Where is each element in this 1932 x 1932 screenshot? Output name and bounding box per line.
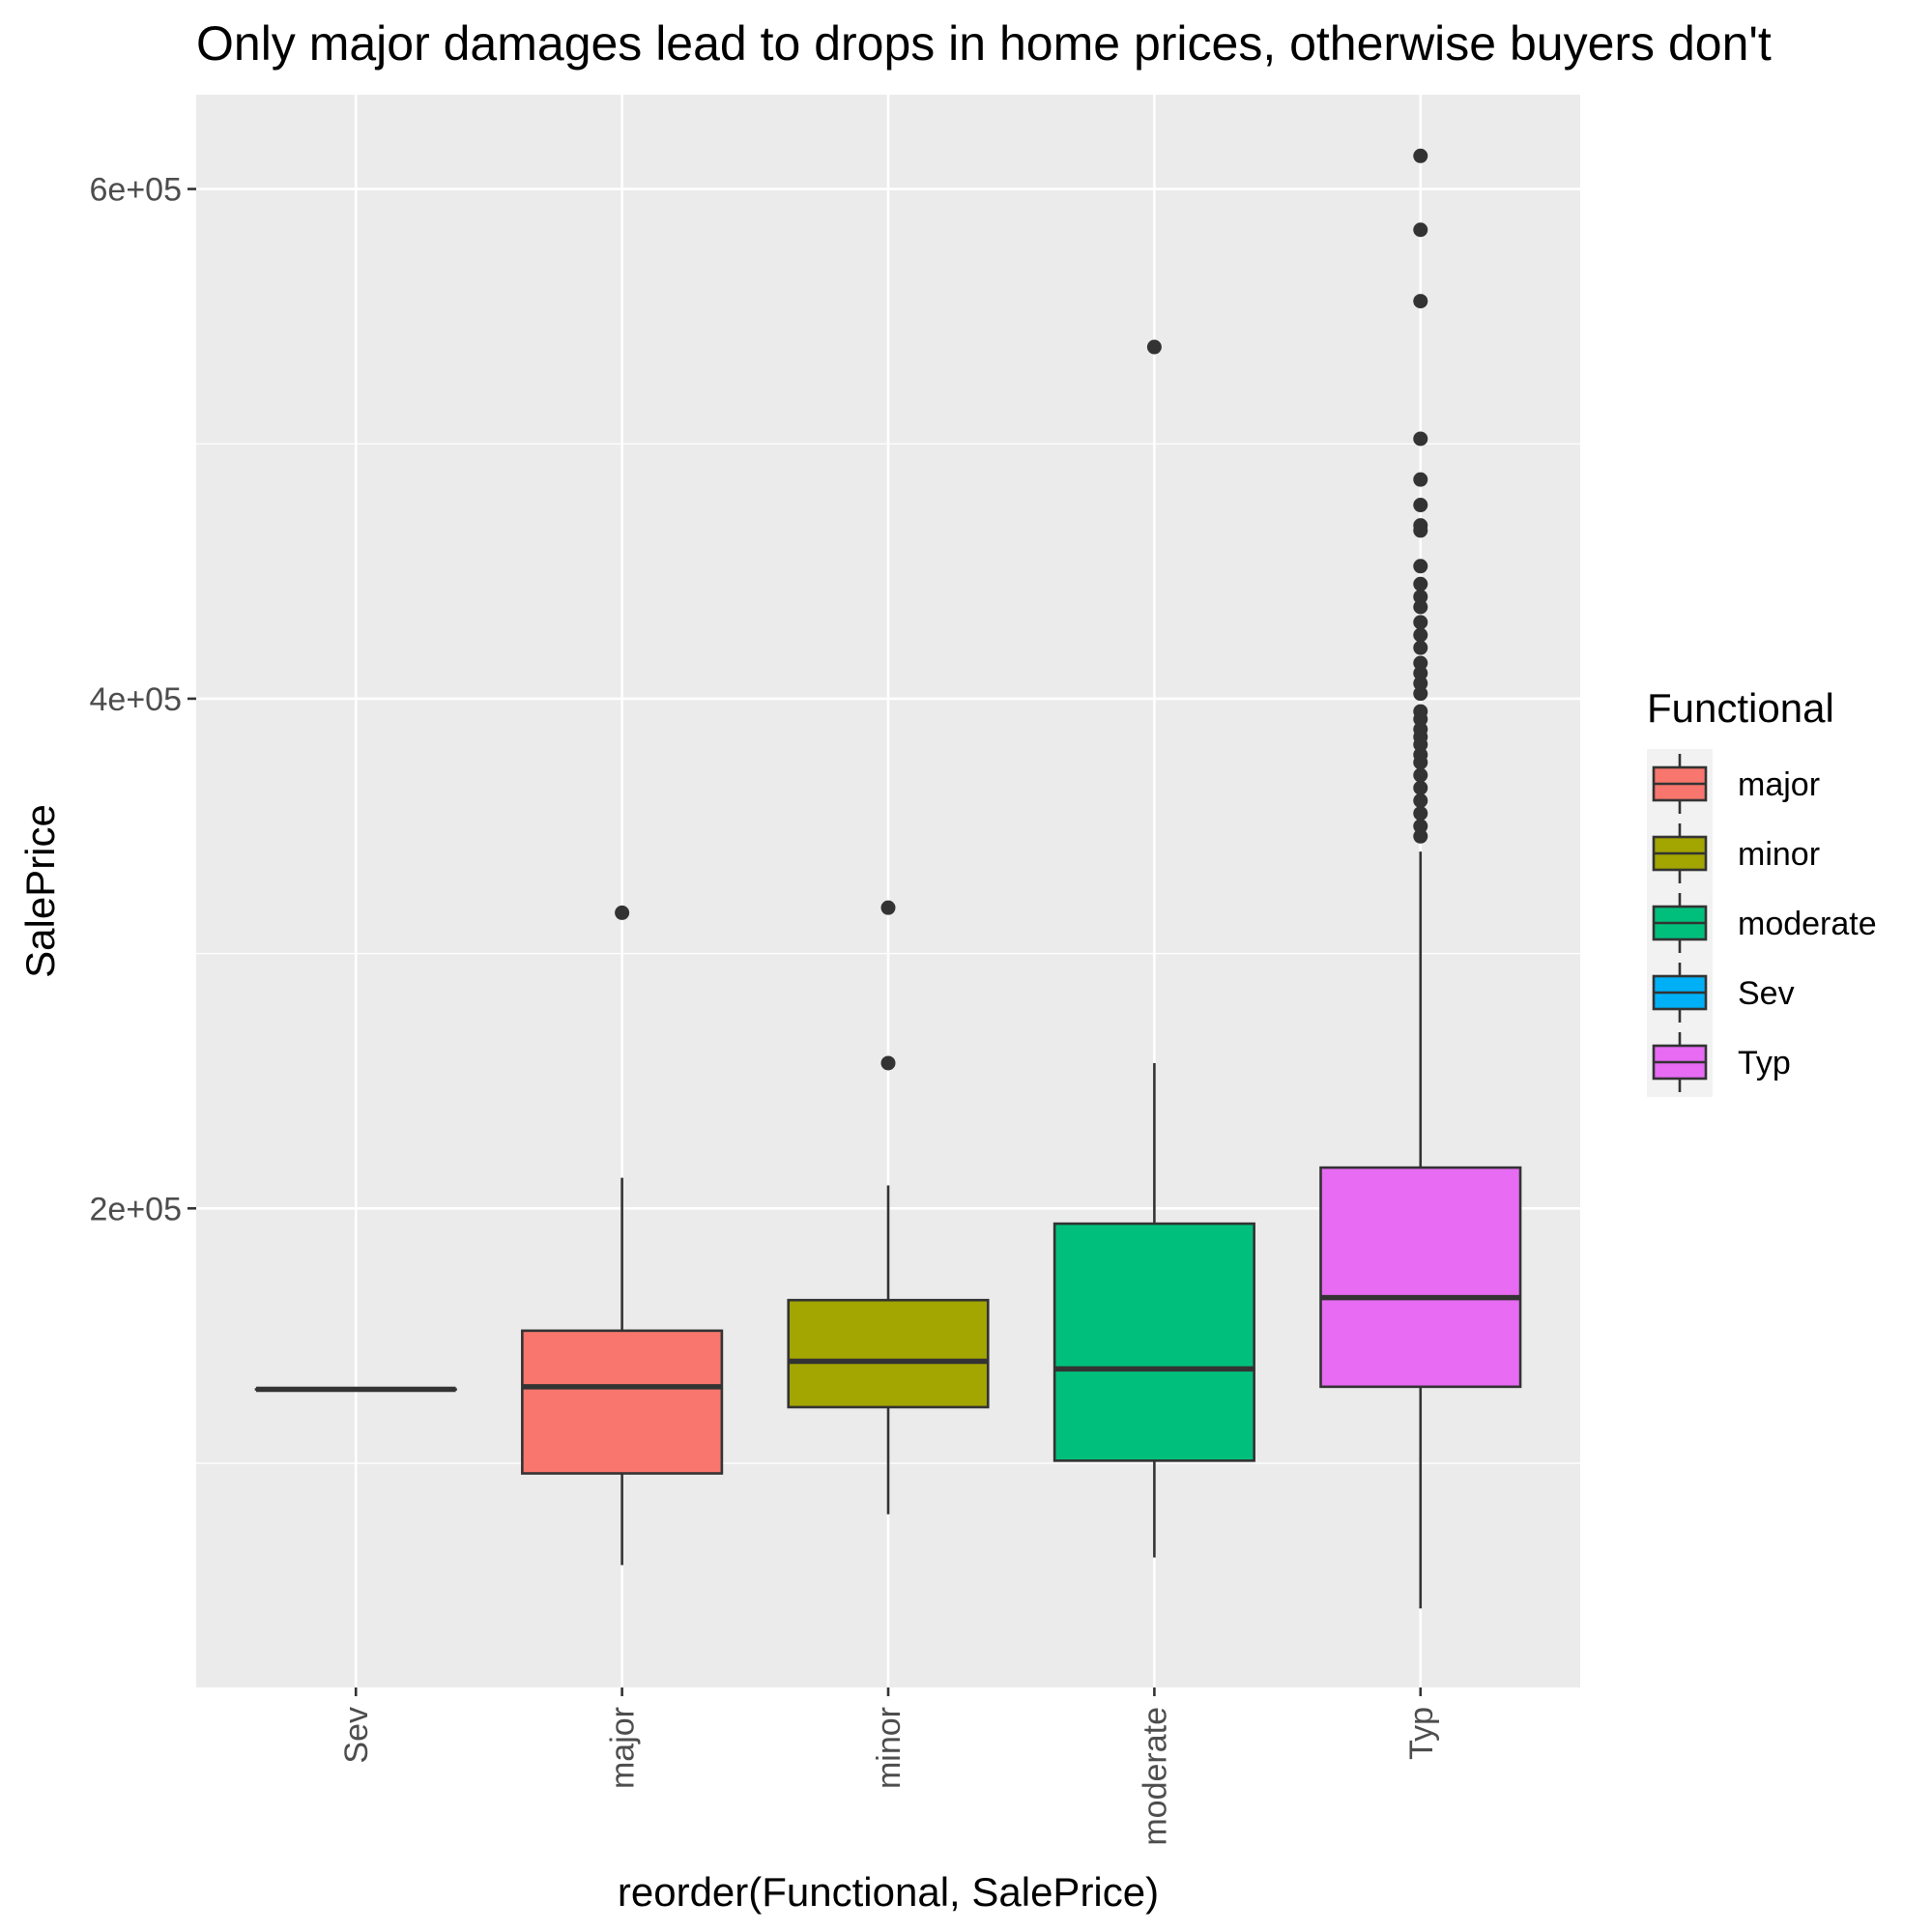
outlier-point [1413,472,1428,487]
outlier-point [1413,148,1428,163]
box-body [1319,1166,1522,1389]
box-minor [787,900,990,1514]
outlier-point [1413,704,1428,719]
box-body [787,1298,990,1409]
boxes-layer [254,148,1522,1609]
outlier-point [1413,686,1428,702]
outlier-point [1413,559,1428,574]
outlier-point [1413,589,1428,604]
outlier-point [1413,640,1428,655]
outlier-point [1413,722,1428,737]
outlier-point [1413,780,1428,795]
outlier-point [1413,828,1428,844]
outlier-point [880,1055,896,1071]
x-tick-label: Sev [338,1707,375,1764]
box-body [1053,1222,1255,1462]
x-tick-label: minor [871,1707,908,1789]
outlier-point [1413,431,1428,447]
outlier-point [1413,615,1428,630]
box-typ [1319,148,1522,1609]
outlier-point [880,900,896,915]
outlier-point [615,905,630,920]
outlier-point [1413,793,1428,808]
box-body [521,1329,724,1475]
x-tick-label: major [605,1707,642,1789]
legend-item-minor: minor [1652,823,1820,883]
box-major [521,905,724,1566]
x-tick-label: Typ [1403,1707,1440,1760]
outlier-point [1413,599,1428,615]
outlier-point [1413,819,1428,834]
outlier-point [1413,518,1428,533]
x-tick-label: moderate [1137,1707,1173,1846]
legend-label: major [1738,766,1820,803]
legend-label: minor [1738,836,1820,873]
box-moderate [1053,339,1255,1558]
outlier-point [1413,498,1428,513]
legend-label: Typ [1738,1045,1791,1081]
outlier-point [1413,655,1428,671]
outlier-point [1413,747,1428,763]
x-axis: Sev major minor moderate Typ [338,1687,1440,1846]
y-axis: 2e+05 4e+05 6e+05 [90,172,196,1227]
legend-item-typ: Typ [1652,1032,1791,1092]
outlier-point [1413,666,1428,681]
y-tick-label: 6e+05 [90,172,183,209]
y-tick-label: 2e+05 [90,1191,183,1227]
legend-label: moderate [1738,906,1877,942]
outlier-point [1413,767,1428,783]
legend-item-major: major [1652,754,1820,814]
chart-title: Only major damages lead to drops in home… [196,16,1772,71]
outlier-point [1413,576,1428,591]
legend-item-moderate: moderate [1652,893,1877,953]
outlier-point [1146,339,1162,355]
outlier-point [1413,627,1428,643]
y-axis-title: SalePrice [17,804,63,978]
y-tick-label: 4e+05 [90,681,183,718]
legend-item-sev: Sev [1652,963,1795,1023]
x-axis-title: reorder(Functional, SalePrice) [618,1869,1159,1915]
outlier-point [1413,294,1428,309]
legend: Functional major minor moderate Sev Typ [1647,685,1877,1097]
outlier-point [1413,222,1428,238]
legend-label: Sev [1738,975,1795,1012]
outlier-point [1413,676,1428,691]
outlier-point [1413,806,1428,822]
legend-items: major minor moderate Sev Typ [1652,754,1877,1092]
legend-title: Functional [1647,685,1834,731]
